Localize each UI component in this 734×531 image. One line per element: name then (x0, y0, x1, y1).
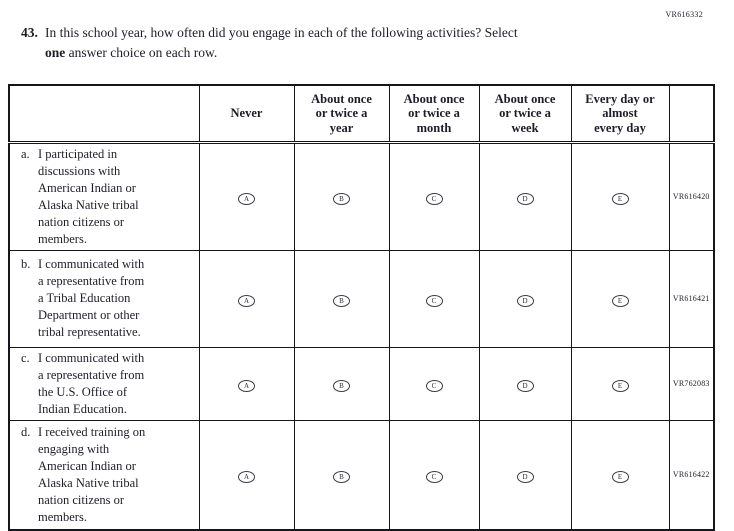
header-code-blank (668, 84, 715, 144)
bubble-letter: E (617, 296, 623, 305)
row-label: c. (21, 350, 30, 365)
answer-cell-week: D (478, 419, 572, 531)
row-label: b. (21, 257, 31, 271)
header-statement-blank (8, 84, 200, 144)
answer-bubble[interactable]: D (516, 193, 534, 205)
bubble-letter: B (339, 381, 344, 390)
bubble-letter: C (431, 472, 437, 481)
bubble-letter: C (431, 194, 437, 203)
answer-bubble[interactable]: B (333, 295, 350, 307)
answer-cell-week: D (478, 141, 572, 251)
bubble-letter: A (243, 472, 250, 481)
answer-bubble[interactable]: E (611, 471, 629, 484)
bubble-letter: B (339, 296, 344, 305)
answer-bubble[interactable]: D (516, 295, 534, 307)
question-text: In this school year, how often did you e… (45, 23, 518, 62)
row-statement-cell: b. I communicated with a representative … (8, 249, 200, 348)
row-statement: I communicated with a representative fro… (38, 257, 145, 339)
bubble-letter: A (243, 296, 250, 305)
answer-cell-every-day: E (570, 419, 670, 531)
answer-cell-every-day: E (570, 141, 670, 251)
row-label: a. (21, 146, 30, 161)
table-row-b: b. I communicated with a representative … (8, 249, 715, 348)
question-bold-word: one (45, 44, 66, 60)
table-row-c: c. I communicated with a representative … (8, 346, 715, 421)
answer-cell-week: D (478, 346, 572, 421)
answer-cell-week: D (478, 249, 572, 348)
bubble-letter: D (522, 194, 528, 203)
row-statement: I participated in discussions with Ameri… (38, 146, 139, 246)
bubble-letter: D (522, 472, 528, 481)
answer-bubble[interactable]: E (611, 380, 629, 392)
form-code-top: VR616332 (665, 10, 703, 19)
row-statement-cell: d. I received training on engaging with … (8, 419, 200, 531)
bubble-letter: A (243, 194, 250, 203)
answer-bubble[interactable]: A (238, 380, 255, 392)
row-statement-cell: c. I communicated with a representative … (8, 346, 200, 421)
bubble-letter: B (339, 194, 344, 203)
column-header-once-twice-month: About once or twice a month (388, 84, 480, 144)
response-grid-table: Never About once or twice a year About o… (8, 84, 715, 531)
answer-cell-never: A (198, 249, 295, 348)
answer-cell-year: B (293, 249, 390, 348)
answer-cell-year: B (293, 141, 390, 251)
bubble-letter: E (617, 472, 623, 481)
answer-cell-every-day: E (570, 249, 670, 348)
row-code: VR616421 (668, 249, 715, 348)
column-header-once-twice-week: About once or twice a week (478, 84, 572, 144)
answer-cell-month: C (388, 346, 480, 421)
answer-bubble[interactable]: E (611, 295, 629, 307)
answer-cell-never: A (198, 141, 295, 251)
answer-bubble[interactable]: E (611, 193, 629, 205)
answer-cell-every-day: E (570, 346, 670, 421)
column-header-every-day: Every day or almost every day (570, 84, 670, 144)
answer-bubble[interactable]: B (333, 193, 350, 205)
header-row: Never About once or twice a year About o… (8, 84, 715, 144)
answer-bubble[interactable]: B (333, 380, 350, 392)
question-line2: answer choice on each row. (65, 44, 218, 60)
row-label: d. (21, 424, 31, 439)
table-row-d: d. I received training on engaging with … (8, 419, 715, 531)
row-code: VR616422 (668, 419, 715, 531)
answer-bubble[interactable]: A (238, 471, 255, 484)
question-block: 43. In this school year, how often did y… (21, 23, 681, 62)
answer-bubble[interactable]: C (425, 193, 443, 205)
table-row-a: a. I participated in discussions with Am… (8, 141, 715, 251)
answer-cell-year: B (293, 419, 390, 531)
bubble-letter: B (339, 472, 344, 481)
answer-bubble[interactable]: B (333, 471, 350, 484)
answer-cell-never: A (198, 346, 295, 421)
answer-cell-month: C (388, 419, 480, 531)
row-statement-cell: a. I participated in discussions with Am… (8, 141, 200, 251)
row-code: VR616420 (668, 141, 715, 251)
column-header-never: Never (198, 84, 295, 144)
row-statement: I communicated with a representative fro… (38, 350, 145, 416)
answer-bubble[interactable]: A (238, 193, 255, 205)
bubble-letter: A (243, 381, 250, 390)
answer-bubble[interactable]: C (425, 380, 443, 392)
row-code: VR762083 (668, 346, 715, 421)
answer-cell-month: C (388, 141, 480, 251)
bubble-letter: E (617, 381, 623, 390)
answer-bubble[interactable]: D (516, 471, 534, 484)
answer-bubble[interactable]: D (516, 380, 534, 392)
answer-bubble[interactable]: C (425, 295, 443, 307)
row-statement: I received training on engaging with Ame… (38, 424, 146, 524)
answer-bubble[interactable]: A (238, 295, 255, 307)
question-number: 43. (21, 25, 38, 40)
answer-cell-never: A (198, 419, 295, 531)
answer-bubble[interactable]: C (425, 471, 443, 484)
bubble-letter: E (617, 194, 623, 203)
answer-cell-year: B (293, 346, 390, 421)
bubble-letter: D (522, 296, 528, 305)
answer-cell-month: C (388, 249, 480, 348)
bubble-letter: C (431, 296, 437, 305)
question-line1: In this school year, how often did you e… (45, 25, 518, 40)
bubble-letter: D (522, 381, 528, 390)
column-header-once-twice-year: About once or twice a year (293, 84, 390, 144)
bubble-letter: C (431, 381, 437, 390)
